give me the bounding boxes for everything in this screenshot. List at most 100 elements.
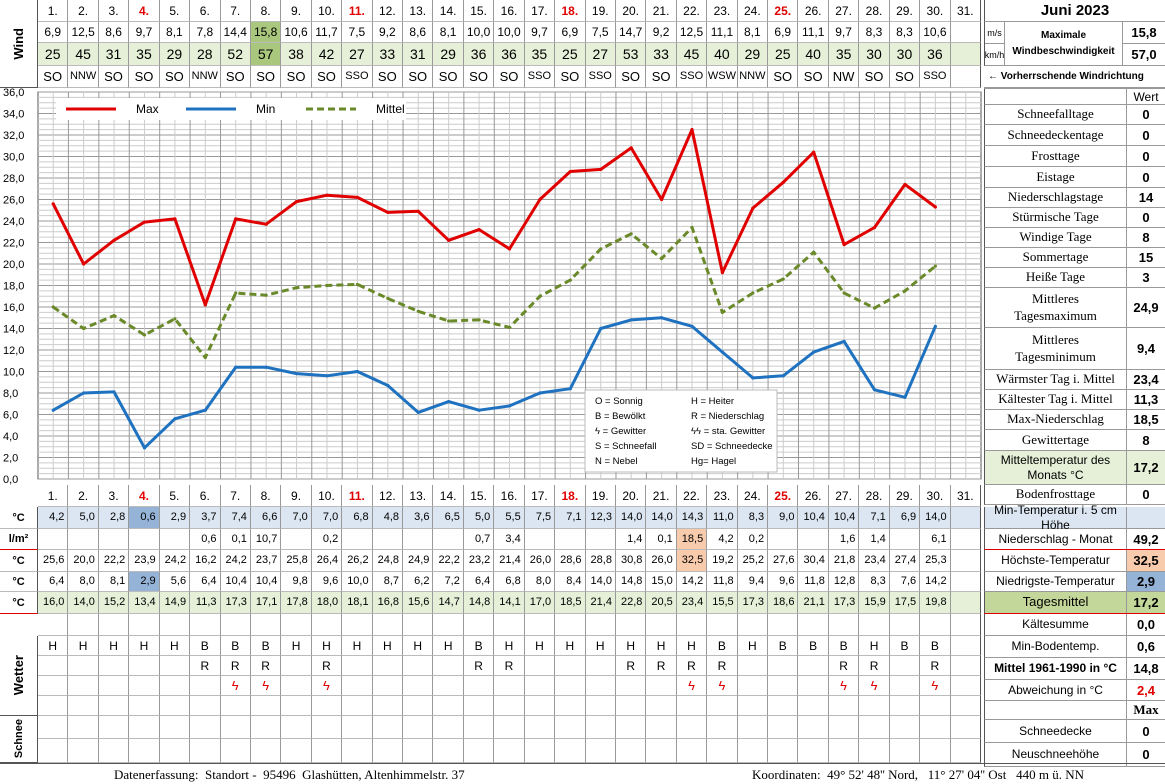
weather-2-31 xyxy=(950,656,981,676)
unit-precip: l/m² xyxy=(0,529,38,550)
right-panel: Juni 2023 m/s km/h Maximale Windbeschwin… xyxy=(984,0,1165,88)
day-30: 30. xyxy=(920,485,951,507)
wind-ms-31 xyxy=(950,22,981,43)
blank-30 xyxy=(920,614,951,636)
weather-3-1 xyxy=(38,676,69,696)
weather-4-22 xyxy=(676,696,708,716)
day-14: 14. xyxy=(433,485,464,507)
data-point-min xyxy=(112,390,116,394)
y-tick-label: 26,0 xyxy=(3,195,24,207)
y-tick-label: 34,0 xyxy=(3,109,24,121)
weather-2-2 xyxy=(68,656,99,676)
data-point-max xyxy=(781,180,785,184)
tmin-30: 14,2 xyxy=(920,572,951,592)
snow-1-22 xyxy=(676,716,708,739)
day-13: 13. xyxy=(403,485,434,507)
data-point-mittel xyxy=(325,283,329,288)
weather-1-22: H xyxy=(676,636,708,656)
blank-26 xyxy=(798,614,829,636)
wind-kmh-14: 29 xyxy=(433,43,464,66)
snow-1-29 xyxy=(889,716,921,739)
wind-ms-29: 8,3 xyxy=(889,22,921,43)
blank-2 xyxy=(68,614,99,636)
blank-4 xyxy=(129,614,160,636)
weather-4-13 xyxy=(403,696,434,716)
wind-kmh-15: 36 xyxy=(463,43,495,66)
snow-2-13 xyxy=(403,739,434,763)
wind-ms-28: 8,3 xyxy=(859,22,890,43)
precip-6: 0,6 xyxy=(190,529,221,550)
data-point-min xyxy=(234,365,238,369)
data-point-mittel xyxy=(112,314,116,318)
day-26: 26. xyxy=(798,485,829,507)
weather-1-25: B xyxy=(768,636,799,656)
weather-4-23 xyxy=(707,696,738,716)
precip-13 xyxy=(403,529,434,550)
day-4: 4. xyxy=(129,0,160,22)
weather-2-20: R xyxy=(615,656,647,676)
data-point-mittel xyxy=(751,291,755,295)
weather-2-26 xyxy=(798,656,829,676)
weather-2-6: R xyxy=(190,656,221,676)
footer: Datenerfassung: Standort - 95496 Glashüt… xyxy=(0,763,1165,784)
snow-2-23 xyxy=(707,739,738,763)
weather-1-7: B xyxy=(220,636,251,656)
stats-panel: Wert Schneefalltage 0 Schneedeckentage 0 Fro… xyxy=(984,88,1165,505)
weather-4-26 xyxy=(798,696,829,716)
wind-kmh-29: 30 xyxy=(889,43,921,66)
wind-ms-21: 9,2 xyxy=(646,22,677,43)
weather-3-21 xyxy=(646,676,677,696)
wind-ms-19: 7,5 xyxy=(585,22,616,43)
stat-value: 18,5 xyxy=(1133,412,1159,427)
precip-23: 4,2 xyxy=(707,529,738,550)
data-point-max xyxy=(842,243,846,247)
weather-4-10 xyxy=(311,696,343,716)
y-tick-label: 24,0 xyxy=(3,216,24,228)
data-point-max xyxy=(447,238,451,242)
data-point-mittel xyxy=(538,294,542,298)
ground-min-19: 12,3 xyxy=(585,507,616,529)
day-4: 4. xyxy=(129,485,160,507)
stat-value: 0 xyxy=(1142,487,1150,502)
y-tick-label: 6,0 xyxy=(3,410,18,422)
tmin-20: 14,8 xyxy=(615,572,647,592)
tmean-19: 21,4 xyxy=(585,592,616,614)
wind-ms-25: 6,9 xyxy=(768,22,799,43)
snow-2-27 xyxy=(828,739,860,763)
day-3: 3. xyxy=(98,485,130,507)
snow-1-3 xyxy=(98,716,130,739)
y-tick-label: 22,0 xyxy=(3,238,24,250)
day-1: 1. xyxy=(38,0,69,22)
weather-3-25 xyxy=(768,676,799,696)
weather-1-11: H xyxy=(342,636,373,656)
precip-26 xyxy=(798,529,829,550)
weather-2-1 xyxy=(38,656,69,676)
summary-row: Niederschlag - Monat 49,2 xyxy=(984,529,1165,550)
tmax-15: 23,2 xyxy=(463,550,495,572)
weather-2-10: R xyxy=(311,656,343,676)
wind-ms-11: 7,5 xyxy=(342,22,373,43)
precip-8: 10,7 xyxy=(250,529,282,550)
ground-min-15: 5,0 xyxy=(463,507,495,529)
tmax-4: 23,9 xyxy=(129,550,160,572)
weather-legend-item: N = Nebel xyxy=(595,456,638,467)
data-point-max xyxy=(264,222,268,226)
ground-min-6: 3,7 xyxy=(190,507,221,529)
ground-min-13: 3,6 xyxy=(403,507,434,529)
data-point-max xyxy=(112,238,116,242)
weather-legend-item: ϟϟ = sta. Gewitter xyxy=(691,426,765,437)
wind-kmh-2: 45 xyxy=(68,43,99,66)
day-25: 25. xyxy=(768,485,799,507)
stat-row: Windige Tage 8 xyxy=(984,228,1165,248)
summary-value: 0 xyxy=(1142,723,1150,739)
wind-dir-10: SO xyxy=(311,66,343,88)
precip-21: 0,1 xyxy=(646,529,677,550)
tmax-5: 24,2 xyxy=(159,550,191,572)
ground-min-4: 0,6 xyxy=(129,507,160,529)
stat-label: Frosttage xyxy=(985,146,1127,166)
ground-min-1: 4,2 xyxy=(38,507,69,529)
summary-label: Abweichung in °C xyxy=(985,680,1127,700)
tmax-8: 23,7 xyxy=(250,550,282,572)
weather-4-9 xyxy=(281,696,312,716)
day-13: 13. xyxy=(403,0,434,22)
